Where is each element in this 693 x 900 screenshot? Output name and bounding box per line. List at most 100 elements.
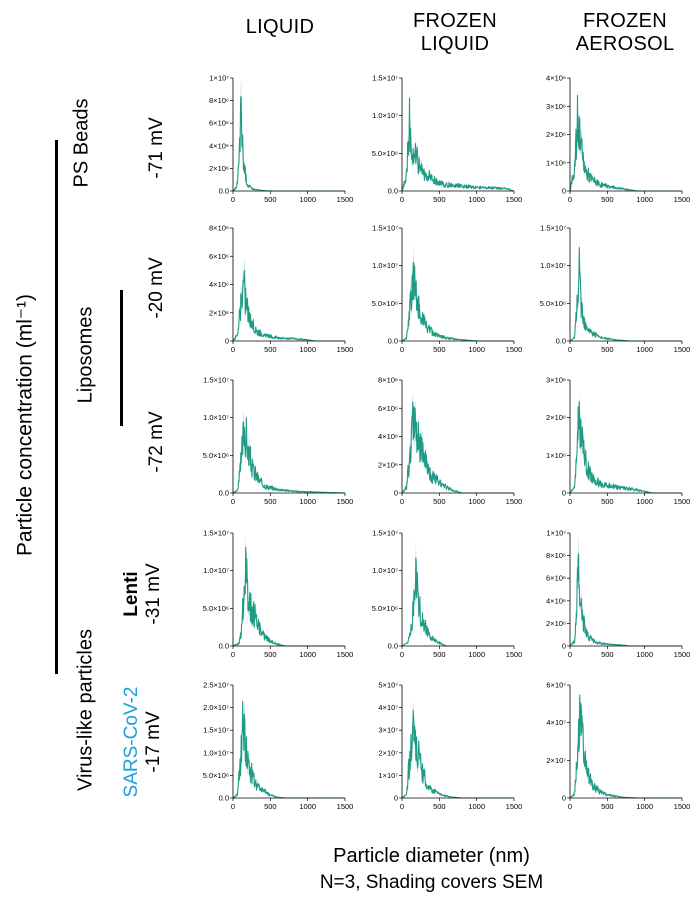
- x-tick-label: 500: [601, 195, 614, 204]
- y-tick-label: 1.5×10⁷: [372, 74, 398, 83]
- x-tick-label: 1000: [468, 802, 485, 811]
- x-tick-label: 1000: [636, 497, 653, 506]
- y-tick-label: 1.0×10⁷: [540, 261, 566, 270]
- x-tick-label: 0: [568, 802, 572, 811]
- panel-ps-beads-71-mv-frozen-liquid: 0.0 5.0×10⁶ 1.0×10⁷ 1.5×10⁷ 0 500 1000 1500: [372, 74, 523, 205]
- y-tick-label: 4×10⁶: [209, 280, 229, 289]
- series-line: [569, 247, 683, 342]
- row-label-sars: SARS-CoV-2 -17 mV: [121, 687, 165, 798]
- y-tick-label: 2×10⁷: [546, 756, 566, 765]
- x-tick-label: 1000: [468, 650, 485, 659]
- y-tick-label: 5.0×10⁶: [372, 299, 398, 308]
- series-line: [569, 94, 683, 192]
- panel-sars-cov-2-17-mv-frozen-aerosol: 0 2×10⁷ 4×10⁷ 6×10⁷ 0 500 1000 1500: [546, 681, 690, 812]
- plot-area: 0 1×10⁶ 2×10⁶ 3×10⁶ 4×10⁶ 0 500 1000 1500: [546, 74, 690, 205]
- column-header-frozen-aerosol: FROZEN AEROSOL: [575, 10, 675, 55]
- x-tick-label: 0: [568, 650, 572, 659]
- x-tick-label: 500: [433, 195, 446, 204]
- x-tick-label: 0: [231, 802, 235, 811]
- y-tick-label: 5.0×10⁶: [540, 299, 566, 308]
- zeta-label-row4: -31 mV: [143, 563, 164, 625]
- zeta-label-row5: -17 mV: [143, 711, 164, 773]
- y-tick-label: 6×10⁶: [209, 252, 229, 261]
- y-tick-label: 0.0: [219, 794, 229, 803]
- panel-liposomes-72-mv-frozen-liquid: 0 2×10⁶ 4×10⁶ 6×10⁶ 8×10⁶ 0 500 1000 1500: [378, 376, 522, 507]
- x-tick-label: 1500: [506, 497, 523, 506]
- y-tick-label: 0.0: [388, 642, 398, 651]
- x-tick-label: 1000: [299, 802, 316, 811]
- x-tick-label: 0: [231, 497, 235, 506]
- y-tick-label: 1×10⁷: [378, 771, 398, 780]
- y-tick-label: 0.0: [219, 489, 229, 498]
- plot-area: 0.0 5.0×10⁶ 1.0×10⁷ 1.5×10⁷ 0 500 1000 1500: [372, 74, 523, 205]
- y-tick-label: 2×10⁶: [209, 308, 229, 317]
- x-tick-label: 0: [231, 195, 235, 204]
- y-tick-label: 0.0: [388, 337, 398, 346]
- plot-area: 0.0 5.0×10⁶ 1.0×10⁷ 1.5×10⁷ 0 500 1000 1500: [203, 529, 354, 660]
- y-tick-label: 8×10⁶: [378, 376, 398, 385]
- series-line: [232, 546, 346, 647]
- x-tick-label: 1500: [506, 650, 523, 659]
- x-tick-label: 500: [601, 345, 614, 354]
- x-tick-label: 1000: [636, 802, 653, 811]
- y-tick-label: 0.0: [219, 642, 229, 651]
- series-line: [401, 261, 515, 342]
- x-tick-label: 1000: [468, 345, 485, 354]
- column-header-frozen-liquid: FROZEN LIQUID: [412, 10, 498, 55]
- y-tick-label: 4×10⁷: [378, 703, 398, 712]
- series-line: [401, 557, 515, 647]
- plot-area: 0.0 5.0×10⁶ 1.0×10⁷ 1.5×10⁷ 0 500 1000 1500: [540, 224, 691, 355]
- x-tick-label: 1000: [468, 195, 485, 204]
- x-tick-label: 1000: [636, 650, 653, 659]
- panel-lenti-31-mv-frozen-aerosol: 0 2×10⁶ 4×10⁶ 6×10⁶ 8×10⁶ 1×10⁷ 0 500 1000 1500: [546, 529, 690, 660]
- x-tick-label: 500: [601, 650, 614, 659]
- y-tick-label: 1.0×10⁷: [203, 748, 229, 757]
- plot-area: 0 2×10⁶ 4×10⁶ 6×10⁶ 8×10⁶ 0 500 1000 1500: [378, 376, 522, 507]
- panel-lenti-31-mv-liquid: 0.0 5.0×10⁶ 1.0×10⁷ 1.5×10⁷ 0 500 1000 1500: [203, 529, 354, 660]
- y-axis-title: Particle concentration (ml⁻¹): [13, 294, 37, 556]
- x-tick-label: 1500: [337, 650, 354, 659]
- y-tick-label: 1×10⁷: [209, 74, 229, 83]
- y-tick-label: 0: [225, 337, 229, 346]
- x-tick-label: 1500: [337, 345, 354, 354]
- y-tick-label: 1×10⁶: [546, 158, 566, 167]
- plot-area: 0.0 5.0×10⁶ 1.0×10⁷ 1.5×10⁷ 0 500 1000 1500: [372, 224, 523, 355]
- y-tick-label: 0.0: [556, 337, 566, 346]
- sem-shading: [233, 693, 345, 798]
- y-tick-label: 8×10⁶: [546, 551, 566, 560]
- x-tick-label: 500: [433, 497, 446, 506]
- sem-shading: [570, 685, 682, 798]
- x-tick-label: 1000: [299, 195, 316, 204]
- plot-area: 0.0 2×10⁶ 4×10⁶ 6×10⁶ 8×10⁶ 1×10⁷ 0 500 1000 1500: [209, 74, 353, 205]
- y-tick-label: 1.0×10⁷: [203, 413, 229, 422]
- x-tick-label: 1000: [299, 650, 316, 659]
- zeta-label-row3: -72 mV: [146, 411, 167, 473]
- series-line: [401, 709, 515, 799]
- x-tick-label: 1000: [636, 345, 653, 354]
- column-header-liquid: LIQUID: [245, 16, 315, 38]
- row-label-lenti: Lenti -31 mV: [121, 563, 165, 624]
- panel-liposomes-20-mv-frozen-aerosol: 0.0 5.0×10⁶ 1.0×10⁷ 1.5×10⁷ 0 500 1000 1500: [540, 224, 691, 355]
- y-tick-label: 2×10⁶: [209, 164, 229, 173]
- series-line: [232, 96, 346, 192]
- y-tick-label: 0: [562, 187, 566, 196]
- plot-area: 0 2×10⁷ 4×10⁷ 6×10⁷ 0 500 1000 1500: [546, 681, 690, 812]
- panel-liposomes-72-mv-liquid: 0.0 5.0×10⁶ 1.0×10⁷ 1.5×10⁷ 0 500 1000 1500: [203, 376, 354, 507]
- x-tick-label: 500: [433, 650, 446, 659]
- y-tick-label: 1.5×10⁷: [372, 224, 398, 233]
- y-tick-label: 4×10⁷: [546, 718, 566, 727]
- y-tick-label: 5.0×10⁶: [372, 604, 398, 613]
- y-tick-label: 1.5×10⁷: [540, 224, 566, 233]
- y-tick-label: 1.0×10⁷: [372, 111, 398, 120]
- y-tick-label: 8×10⁶: [209, 224, 229, 233]
- series-line: [569, 553, 683, 647]
- x-tick-label: 1000: [636, 195, 653, 204]
- series-line: [569, 694, 683, 799]
- x-tick-label: 0: [568, 345, 572, 354]
- sem-shading: [402, 242, 514, 341]
- x-tick-label: 0: [231, 650, 235, 659]
- plot-area: 0 2×10⁶ 4×10⁶ 6×10⁶ 8×10⁶ 0 500 1000 1500: [209, 224, 353, 355]
- x-tick-label: 0: [400, 195, 404, 204]
- sem-shading: [233, 78, 345, 191]
